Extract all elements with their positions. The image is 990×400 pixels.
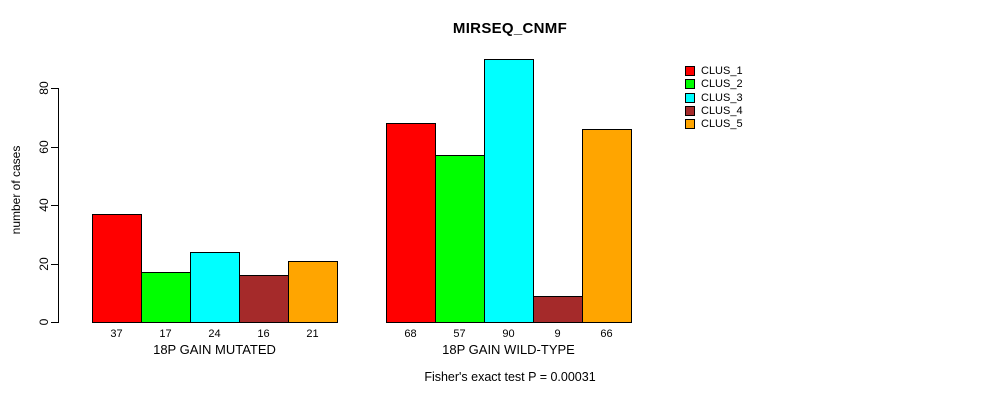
bar-value-label: 68 — [404, 328, 417, 340]
y-tick — [51, 205, 58, 206]
chart-title: MIRSEQ_CNMF — [452, 20, 568, 37]
legend-swatch — [685, 66, 695, 76]
y-tick — [51, 88, 58, 89]
fisher-test-annotation: Fisher's exact test P = 0.00031 — [424, 370, 596, 384]
bar-value-label: 17 — [159, 328, 172, 340]
y-tick-label: 60 — [37, 140, 51, 154]
bar-value-label: 66 — [600, 328, 613, 340]
y-tick — [51, 264, 58, 265]
x-axis-group-label: 18P GAIN WILD-TYPE — [442, 342, 575, 357]
y-tick — [51, 322, 58, 323]
bar-value-label: 90 — [502, 328, 515, 340]
bar-value-label: 24 — [208, 328, 221, 340]
bar — [141, 272, 191, 323]
bar — [533, 296, 583, 323]
legend: CLUS_1 CLUS_2 CLUS_3 CLUS_4 CLUS_5 — [685, 65, 805, 136]
legend-swatch — [685, 79, 695, 89]
bar-value-label: 9 — [554, 328, 561, 340]
bar — [288, 261, 338, 323]
y-tick-label: 20 — [37, 257, 51, 271]
bar — [190, 252, 240, 323]
bar — [435, 155, 485, 323]
legend-label: CLUS_4 — [701, 105, 743, 117]
x-axis-group-label: 18P GAIN MUTATED — [153, 342, 276, 357]
bar-value-label: 57 — [453, 328, 466, 340]
bar-value-label: 16 — [257, 328, 270, 340]
legend-label: CLUS_5 — [701, 118, 743, 130]
legend-label: CLUS_3 — [701, 92, 743, 104]
bar — [386, 123, 436, 323]
bar — [484, 59, 534, 323]
y-axis-line — [58, 88, 59, 323]
legend-label: CLUS_2 — [701, 78, 743, 90]
legend-label: CLUS_1 — [701, 65, 743, 77]
legend-swatch — [685, 93, 695, 103]
y-tick — [51, 147, 58, 148]
bar-value-label: 37 — [110, 328, 123, 340]
bar — [582, 129, 632, 323]
y-tick-label: 40 — [37, 198, 51, 212]
legend-swatch — [685, 106, 695, 116]
bar-value-label: 21 — [306, 328, 319, 340]
bar — [239, 275, 289, 323]
y-tick-label: 80 — [37, 81, 51, 95]
bar — [92, 214, 142, 323]
y-tick-label: 0 — [37, 318, 51, 326]
legend-swatch — [685, 119, 695, 129]
